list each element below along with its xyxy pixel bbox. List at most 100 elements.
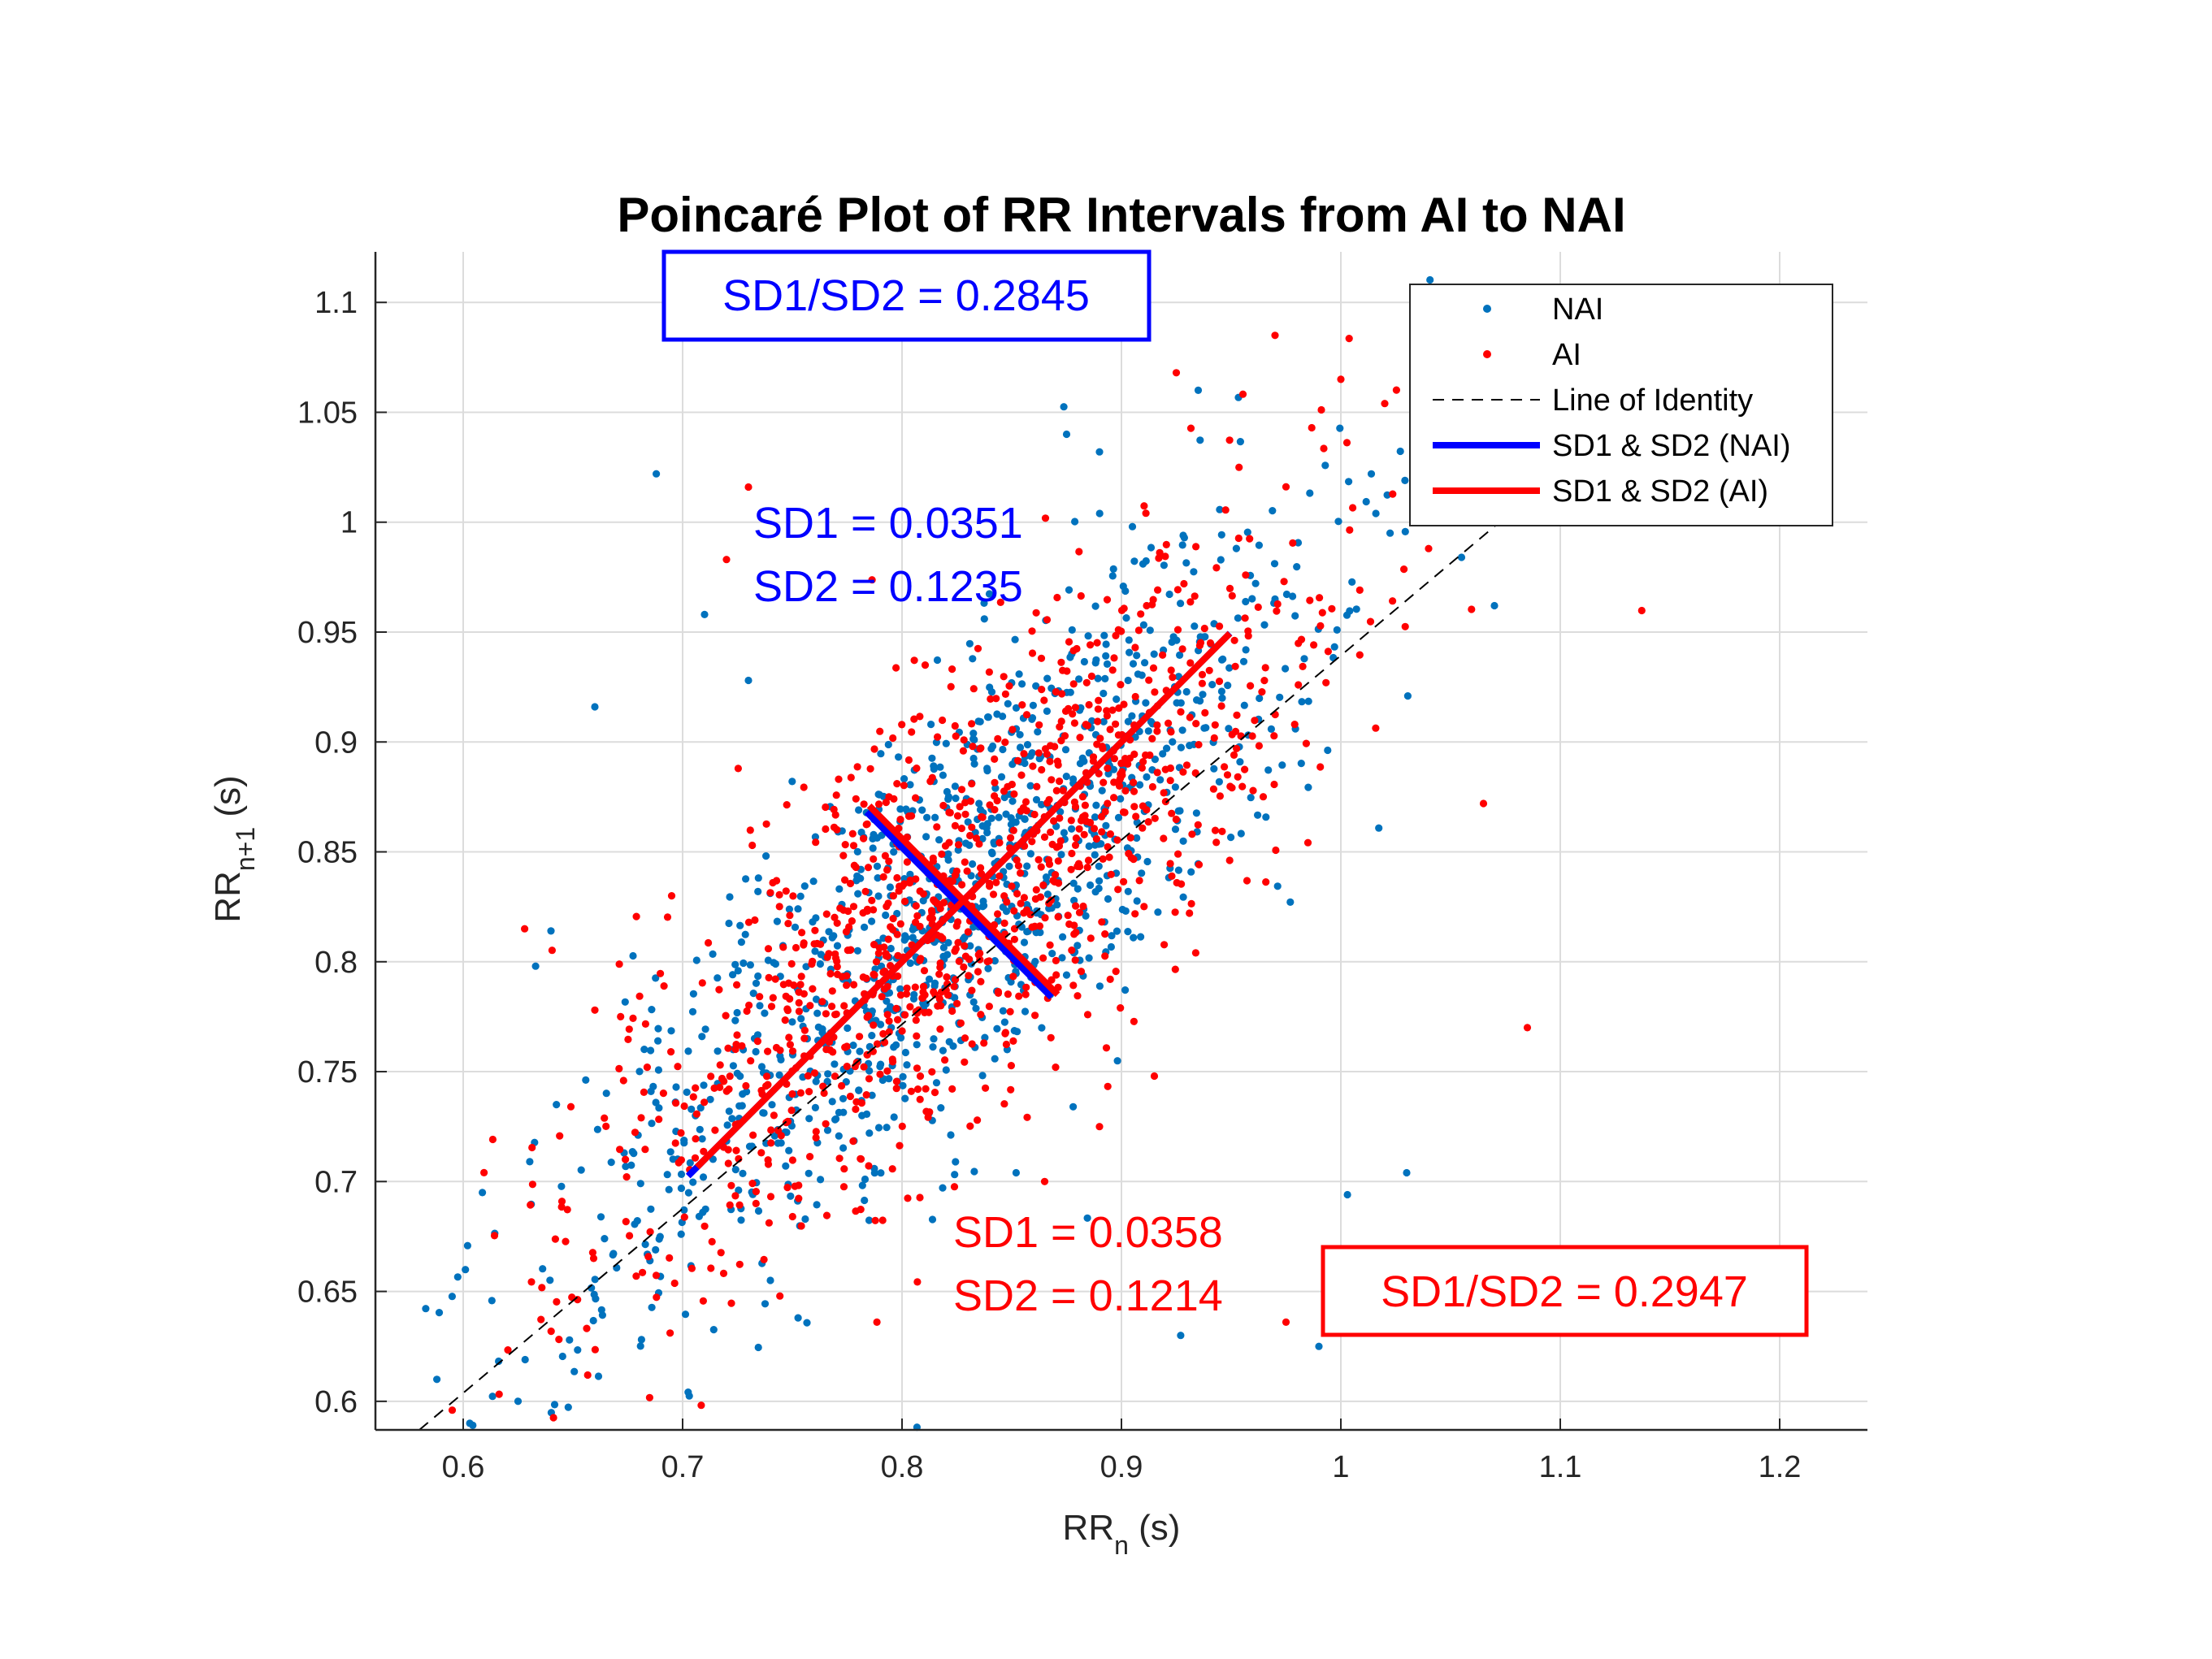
data-point-ai (748, 841, 757, 850)
data-point-ai (1117, 759, 1126, 768)
data-point-nai (1321, 461, 1329, 470)
data-point-ai (792, 943, 800, 952)
data-point-nai (627, 1161, 635, 1169)
data-point-ai (1173, 586, 1182, 594)
data-point-ai (1020, 750, 1028, 758)
data-point-ai (1040, 1177, 1049, 1185)
data-point-ai (945, 838, 953, 847)
data-point-ai (968, 1040, 976, 1048)
data-point-ai (930, 897, 939, 905)
data-point-ai (939, 716, 947, 725)
data-point-ai (639, 1268, 647, 1276)
data-point-ai (643, 1063, 652, 1072)
data-point-nai (757, 1063, 766, 1071)
data-point-ai (1106, 726, 1114, 734)
data-point-ai (974, 968, 982, 976)
data-point-ai (722, 556, 731, 564)
data-point-nai (731, 1166, 740, 1174)
data-point-nai (1082, 912, 1090, 920)
data-point-ai (1425, 544, 1433, 552)
data-point-ai (850, 981, 858, 989)
data-point-nai (1142, 557, 1150, 565)
data-point-nai (1147, 544, 1156, 552)
data-point-ai (1009, 972, 1017, 981)
data-point-nai (1169, 738, 1177, 746)
data-point-nai (1016, 743, 1025, 752)
data-point-nai (1104, 894, 1113, 903)
data-point-ai (1299, 662, 1307, 671)
data-point-ai (870, 970, 878, 978)
data-point-ai (916, 887, 924, 895)
data-point-ai (1120, 700, 1128, 708)
data-point-nai (969, 998, 978, 1006)
data-point-nai (1270, 560, 1279, 568)
data-point-ai (852, 1207, 860, 1215)
data-point-nai (550, 1401, 559, 1409)
data-point-ai (1017, 899, 1025, 907)
data-point-ai (680, 1102, 688, 1111)
data-point-nai (687, 1105, 696, 1113)
data-point-nai (923, 813, 931, 821)
data-point-nai (663, 1171, 671, 1179)
data-point-nai (1095, 877, 1104, 885)
data-point-ai (1179, 768, 1187, 776)
data-point-ai (1223, 771, 1232, 779)
data-point-ai (1046, 757, 1054, 765)
data-point-nai (1194, 386, 1203, 394)
data-point-nai (1260, 621, 1269, 629)
data-point-ai (731, 1192, 740, 1200)
data-point-nai (1128, 522, 1137, 531)
data-point-nai (448, 1293, 457, 1301)
data-point-nai (853, 946, 861, 955)
data-point-nai (677, 1170, 686, 1178)
data-point-nai (1109, 765, 1118, 773)
data-point-ai (1000, 673, 1008, 681)
data-point-ai (849, 1137, 857, 1146)
data-point-ai (1007, 1062, 1015, 1070)
data-point-ai (790, 981, 798, 990)
data-point-nai (918, 806, 926, 814)
data-point-ai (795, 1194, 803, 1202)
data-point-ai (889, 734, 897, 743)
data-point-nai (546, 1276, 554, 1284)
data-point-nai (1171, 783, 1179, 791)
data-point-ai (779, 981, 787, 989)
data-point-ai (1191, 592, 1199, 600)
data-point-ai (589, 1254, 598, 1263)
data-point-ai (1282, 1318, 1290, 1326)
data-point-nai (1248, 595, 1256, 603)
data-point-ai (900, 897, 909, 906)
data-point-ai (875, 944, 883, 952)
data-point-nai (1133, 897, 1141, 905)
data-point-nai (628, 1148, 636, 1156)
data-point-nai (1276, 693, 1284, 701)
data-point-ai (917, 955, 925, 963)
data-point-nai (875, 791, 883, 799)
data-point-ai (843, 1042, 851, 1050)
data-point-nai (983, 767, 991, 775)
data-point-nai (1032, 682, 1040, 691)
data-point-ai (667, 892, 676, 900)
data-point-ai (968, 780, 976, 788)
data-point-nai (463, 1241, 472, 1250)
data-point-ai (1055, 879, 1063, 887)
data-point-nai (1004, 700, 1012, 708)
data-point-ai (1041, 514, 1050, 522)
data-point-nai (969, 754, 978, 763)
data-point-ai (495, 1390, 503, 1398)
data-point-nai (735, 1102, 744, 1110)
data-point-ai (1244, 632, 1252, 640)
data-point-ai (1114, 886, 1122, 894)
data-point-nai (1085, 954, 1093, 962)
data-point-ai (888, 1055, 896, 1063)
data-point-nai (699, 1173, 708, 1181)
data-point-nai (577, 1166, 585, 1174)
data-point-ai (1086, 818, 1095, 827)
y-axis-label-unit: (s) (208, 775, 248, 827)
data-point-ai (753, 1037, 762, 1046)
data-point-ai (733, 1031, 741, 1039)
data-point-nai (929, 1043, 937, 1051)
data-point-ai (602, 1122, 610, 1130)
data-point-nai (1490, 601, 1499, 610)
data-point-nai (1143, 773, 1151, 782)
